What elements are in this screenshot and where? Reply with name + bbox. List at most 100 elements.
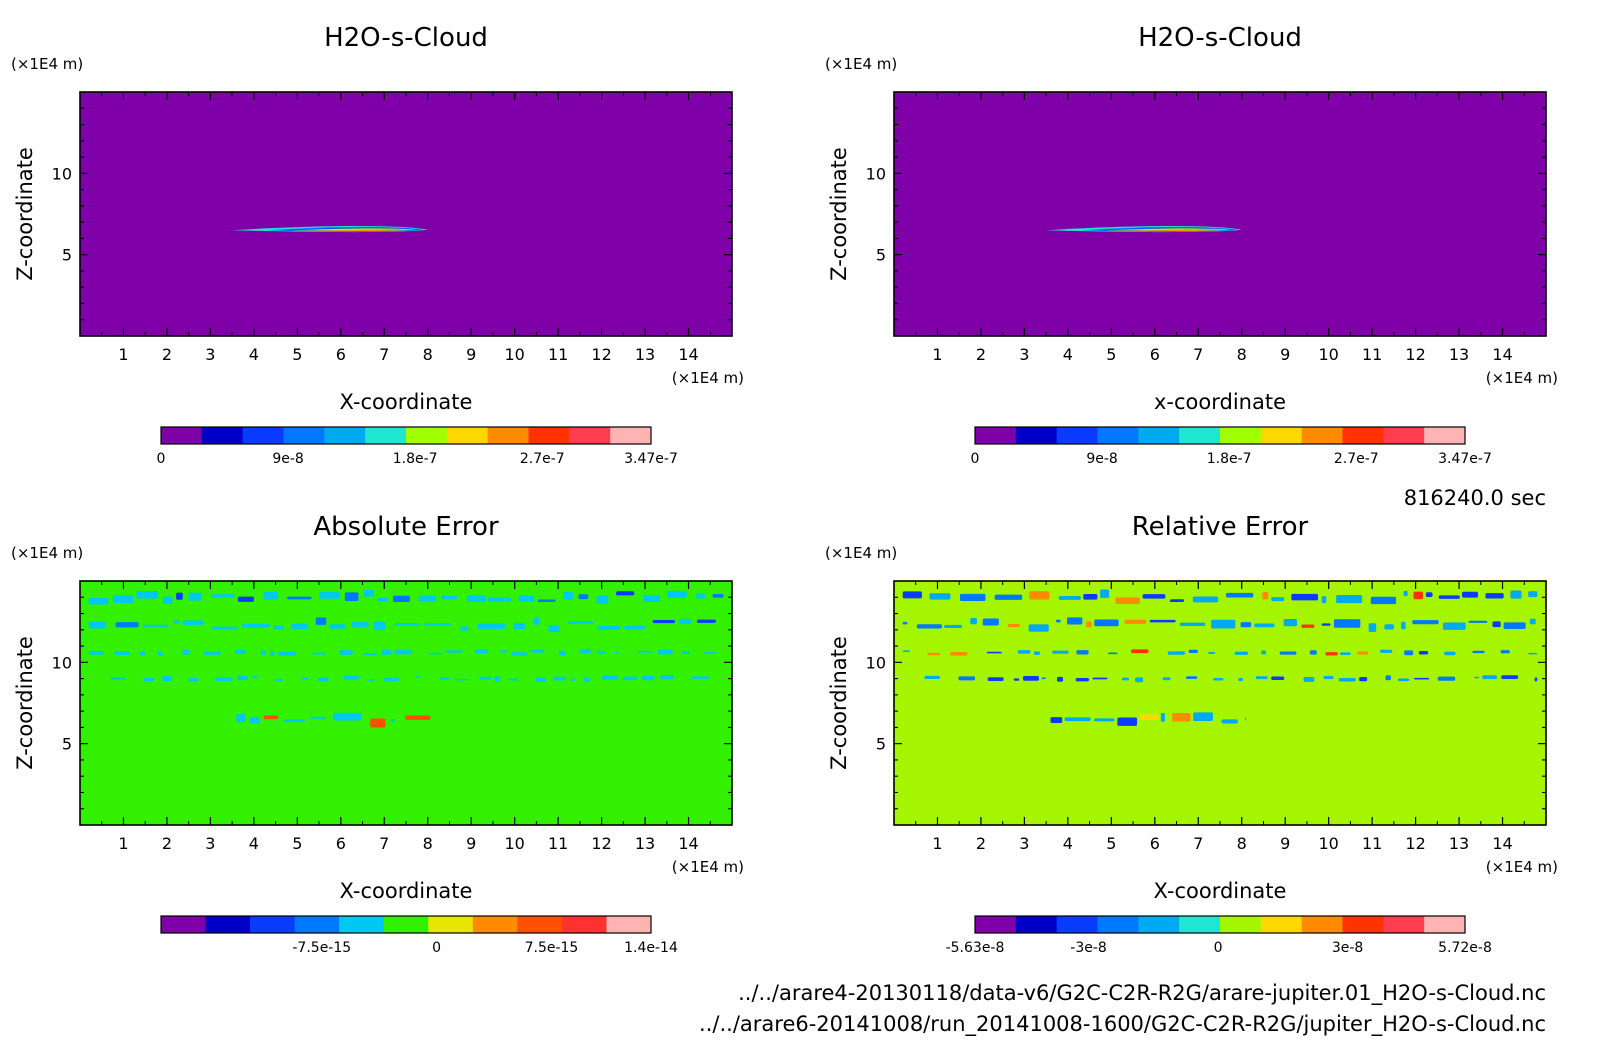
error-blob bbox=[1094, 718, 1115, 722]
error-blob bbox=[691, 676, 710, 679]
error-blob bbox=[1468, 620, 1488, 623]
colorbar-swatch bbox=[975, 916, 1017, 933]
colorbar-swatch bbox=[1097, 427, 1139, 444]
error-blob bbox=[902, 591, 922, 599]
heatmap-area bbox=[80, 581, 732, 825]
heatmap-area bbox=[80, 92, 732, 336]
colorbar-swatch bbox=[1342, 427, 1384, 444]
colorbar-swatch bbox=[1179, 916, 1221, 933]
footer-file-2: ../../arare6-20141008/run_20141008-1600/… bbox=[699, 1012, 1546, 1037]
colorbar-tick-label: 3.47e-7 bbox=[624, 451, 678, 467]
error-blob bbox=[182, 620, 204, 625]
error-blob bbox=[1370, 596, 1397, 605]
error-blob bbox=[510, 652, 527, 656]
x-tick-label: 1 bbox=[118, 345, 128, 364]
colorbar-tick-label: 0 bbox=[971, 451, 980, 467]
error-blob bbox=[315, 617, 327, 625]
error-blob bbox=[616, 591, 635, 596]
error-blob bbox=[1064, 717, 1091, 722]
error-blob bbox=[1321, 623, 1331, 626]
colorbar-swatch bbox=[446, 427, 489, 444]
error-blob bbox=[1403, 590, 1408, 597]
y-unit-label: (×1E4 m) bbox=[825, 544, 897, 562]
error-blob bbox=[441, 595, 458, 600]
error-blob bbox=[1075, 677, 1090, 682]
error-blob bbox=[236, 713, 246, 723]
error-blob bbox=[982, 618, 999, 626]
x-tick-label: 9 bbox=[466, 834, 476, 853]
error-blob bbox=[902, 650, 910, 652]
error-blob bbox=[1135, 677, 1144, 683]
colorbar-tick-label: 2.7e-7 bbox=[520, 451, 565, 467]
colorbar-swatch bbox=[975, 427, 1017, 444]
error-blob bbox=[578, 594, 589, 600]
error-blob bbox=[115, 622, 139, 628]
error-blob bbox=[182, 649, 190, 655]
error-blob bbox=[703, 651, 717, 654]
heatmap-background bbox=[80, 92, 732, 336]
error-blob bbox=[1013, 678, 1020, 681]
error-blob bbox=[1115, 597, 1140, 605]
error-blob bbox=[394, 650, 413, 655]
error-blob bbox=[1404, 650, 1414, 656]
error-blob bbox=[580, 649, 591, 654]
error-blob bbox=[643, 595, 660, 603]
error-blob bbox=[1359, 676, 1368, 682]
error-blob bbox=[944, 624, 963, 629]
heatmap-background bbox=[80, 581, 732, 825]
colorbar-swatch bbox=[339, 916, 385, 933]
error-blob bbox=[291, 623, 308, 630]
error-blob bbox=[652, 620, 676, 624]
error-blob bbox=[428, 652, 443, 655]
error-blob bbox=[203, 651, 221, 655]
colorbar-swatch bbox=[1179, 427, 1221, 444]
error-blob bbox=[287, 596, 312, 600]
error-blob bbox=[394, 622, 420, 626]
colorbar-swatch bbox=[1383, 916, 1425, 933]
error-blob bbox=[1534, 677, 1538, 682]
error-blob bbox=[1413, 591, 1423, 600]
x-tick-label: 14 bbox=[678, 345, 698, 364]
error-blob bbox=[596, 625, 621, 630]
y-tick-label: 10 bbox=[866, 653, 886, 672]
error-blob bbox=[309, 716, 326, 719]
error-blob bbox=[1121, 677, 1130, 681]
error-blob bbox=[1262, 591, 1269, 600]
error-blob bbox=[597, 650, 606, 654]
error-blob bbox=[1193, 712, 1213, 722]
colorbar-frame bbox=[974, 915, 1466, 934]
error-blob bbox=[927, 652, 941, 656]
x-tick-label: 8 bbox=[423, 834, 433, 853]
error-blob bbox=[1437, 676, 1456, 681]
error-blob bbox=[1333, 619, 1361, 628]
x-tick-label: 13 bbox=[1449, 345, 1469, 364]
x-tick-label: 12 bbox=[1405, 834, 1425, 853]
error-blob bbox=[1401, 621, 1406, 630]
error-blob bbox=[370, 718, 386, 728]
colorbar-swatch bbox=[1220, 427, 1262, 444]
x-tick-label: 12 bbox=[591, 834, 611, 853]
error-blob bbox=[1245, 717, 1247, 721]
error-blob bbox=[215, 677, 233, 682]
error-blob bbox=[1503, 622, 1526, 629]
y-tick-label: 10 bbox=[866, 164, 886, 183]
x-tick-label: 7 bbox=[379, 834, 389, 853]
x-tick-label: 1 bbox=[932, 345, 942, 364]
y-tick-label: 10 bbox=[52, 653, 72, 672]
error-blob bbox=[657, 649, 673, 655]
y-unit-label: (×1E4 m) bbox=[825, 55, 897, 73]
x-tick-label: 7 bbox=[1193, 834, 1203, 853]
error-blob bbox=[601, 675, 618, 680]
x-tick-label: 9 bbox=[466, 345, 476, 364]
colorbar-tick-label: -3e-8 bbox=[1070, 940, 1107, 956]
error-blob bbox=[924, 675, 940, 679]
time-label: 816240.0 sec bbox=[1404, 486, 1546, 510]
error-blob bbox=[1368, 623, 1377, 632]
heatmap-area bbox=[894, 92, 1546, 336]
colorbar-swatch bbox=[517, 916, 563, 933]
x-tick-label: 6 bbox=[1150, 834, 1160, 853]
error-blob bbox=[1254, 623, 1275, 628]
error-blob bbox=[273, 625, 284, 630]
error-blob bbox=[1529, 618, 1536, 625]
error-blob bbox=[1192, 596, 1219, 603]
